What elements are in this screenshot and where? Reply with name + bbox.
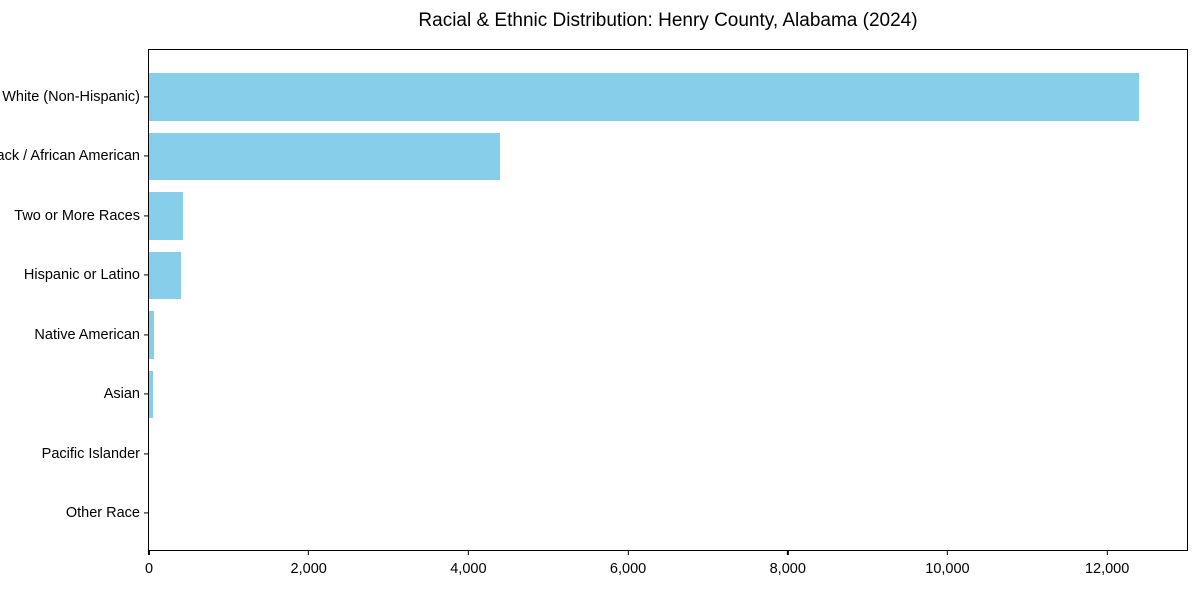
chart-title: Racial & Ethnic Distribution: Henry Coun… <box>418 10 918 31</box>
bar-row: Asian <box>104 365 1187 425</box>
x-tick: 12,000 <box>1085 551 1129 577</box>
x-tick-label: 6,000 <box>609 561 647 578</box>
x-tick-mark <box>787 551 789 556</box>
bar <box>149 73 1140 121</box>
x-tick-label: 2,000 <box>290 561 327 578</box>
category-label: Native American <box>34 326 140 343</box>
category-label: Two or More Races <box>14 207 140 224</box>
x-tick: 10,000 <box>925 551 970 578</box>
bar-row: White (Non-Hispanic) <box>2 67 1187 127</box>
bar-row: Black / African American <box>0 127 1187 187</box>
x-tick-label: 10,000 <box>925 561 970 578</box>
bar <box>149 311 155 359</box>
y-tick-mark <box>143 512 148 514</box>
bar <box>149 192 184 240</box>
x-tick-mark <box>308 551 310 556</box>
category-label: Other Race <box>65 505 140 522</box>
category-label: Pacific Islander <box>41 445 140 462</box>
x-tick-label: 0 <box>144 561 154 578</box>
bar <box>149 132 501 180</box>
bar <box>149 370 153 418</box>
x-tick: 8,000 <box>770 551 806 577</box>
x-tick-mark <box>467 551 469 556</box>
y-tick-mark <box>143 453 148 455</box>
x-tick-label: 4,000 <box>450 561 487 578</box>
bar-row: Hispanic or Latino <box>24 246 1187 306</box>
plot-area: White (Non-Hispanic) Black / African Ame… <box>0 49 1188 551</box>
y-tick-mark <box>143 96 148 98</box>
x-tick: 6,000 <box>610 551 646 577</box>
bar <box>149 251 181 299</box>
category-label: Black / African American <box>0 148 140 165</box>
bar-row: Pacific Islander <box>42 424 1187 484</box>
x-tick: 0 <box>145 551 153 577</box>
x-tick: 2,000 <box>291 551 327 577</box>
y-tick-mark <box>143 334 148 336</box>
x-tick-mark <box>1106 551 1108 556</box>
y-tick-mark <box>143 155 148 157</box>
bar-row: Other Race <box>66 484 1187 544</box>
x-tick-label: 8,000 <box>769 561 806 578</box>
x-tick: 4,000 <box>450 551 487 578</box>
x-tick-mark <box>148 551 150 556</box>
bar-row: Native American <box>34 305 1187 365</box>
x-tick-label: 12,000 <box>1084 561 1130 578</box>
bar-row: Two or More Races <box>14 186 1187 246</box>
x-axis: 0 2,000 4,000 6,000 8,000 10,000 12,000 <box>145 551 1187 591</box>
category-label: Hispanic or Latino <box>23 267 140 284</box>
category-label: Asian <box>103 386 140 403</box>
x-tick-mark <box>627 551 629 556</box>
bar-rows: White (Non-Hispanic) Black / African Ame… <box>0 67 1187 544</box>
x-tick-mark <box>946 551 949 556</box>
y-tick-mark <box>143 274 148 276</box>
y-tick-mark <box>143 215 148 217</box>
category-label: White (Non-Hispanic) <box>2 88 140 105</box>
y-tick-mark <box>143 393 148 395</box>
